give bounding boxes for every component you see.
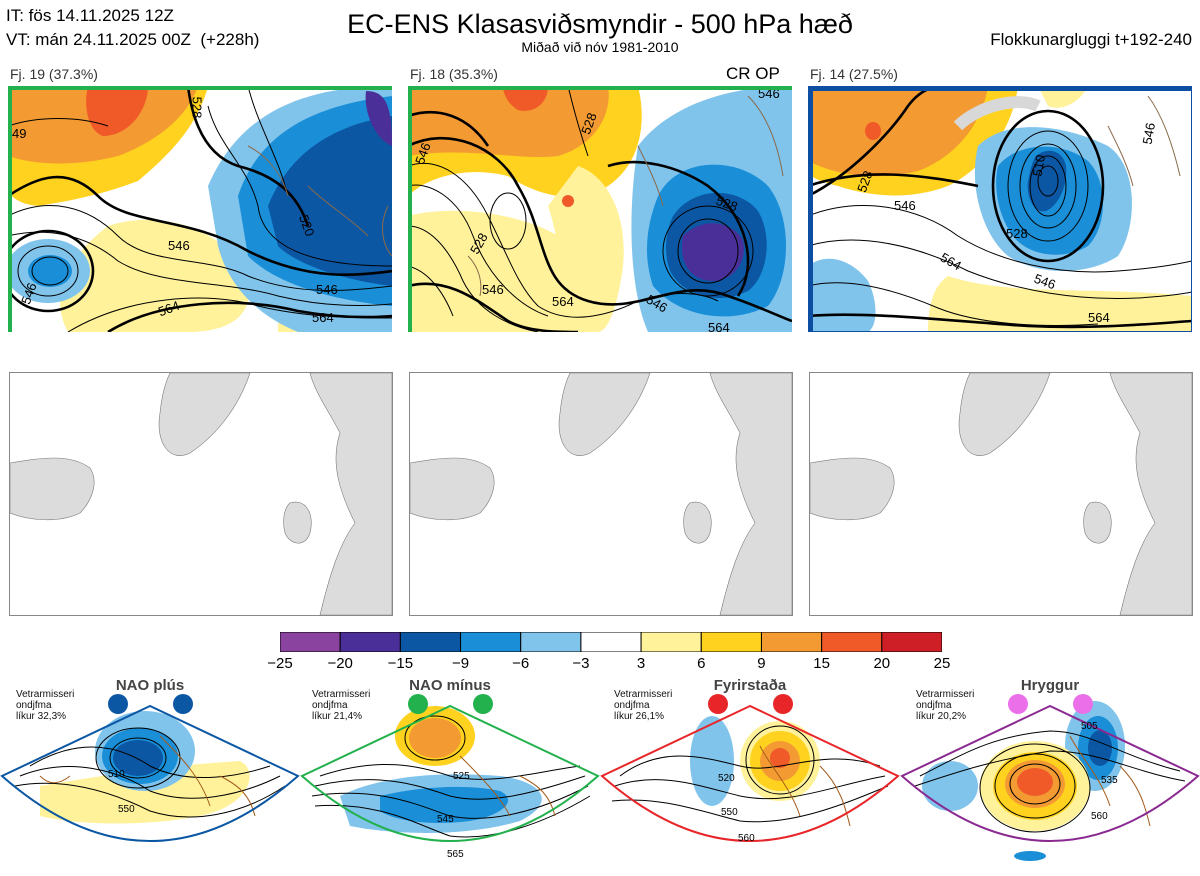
colorbar-swatch xyxy=(460,631,522,653)
contour-label: 546 xyxy=(168,238,190,253)
colorbar-swatch xyxy=(881,631,943,653)
colorbar-labels: −25 −20 −15 −9 −6 −3 3 6 9 15 20 25 xyxy=(267,655,950,675)
colorbar-tick-label: 6 xyxy=(697,655,706,672)
colorbar xyxy=(279,631,943,653)
regime-row: NAO plús NAO mínus Fyrirstaða Hryggur Ve… xyxy=(0,676,1200,871)
colorbar-tick-label: −25 xyxy=(267,655,293,672)
colorbar-swatch xyxy=(700,631,762,653)
colorbar-tick-label: 25 xyxy=(933,655,951,672)
regime-contour-label: 510 xyxy=(108,769,125,780)
regime-contour-label: 505 xyxy=(1081,721,1098,732)
cluster-map-3: 510 528 546 528 564 546 564 546 xyxy=(808,86,1192,332)
colorbar-swatch xyxy=(279,631,341,653)
regime-name-2: NAO mínus xyxy=(409,677,491,694)
empty-map-2 xyxy=(409,372,793,616)
contour-label: 546 xyxy=(316,282,338,297)
contour-label: 546 xyxy=(894,198,916,213)
regime-contour-label: 560 xyxy=(1091,811,1108,822)
colorbar-tick-label: −9 xyxy=(451,655,470,672)
contour-label: 528 xyxy=(1006,226,1028,241)
regime-blocking-map xyxy=(600,694,900,842)
regime-nao-minus-map xyxy=(300,694,600,842)
colorbar-tick-label: 9 xyxy=(757,655,766,672)
panel-2-label: Fj. 18 (35.3%) xyxy=(410,66,498,82)
regime-contour-label: 550 xyxy=(721,807,738,818)
regime-nao-plus-map xyxy=(0,694,300,842)
page-title: EC-ENS Klasasviðsmyndir - 500 hPa hæð xyxy=(347,9,853,39)
regime-note-4: Vetrarmisseri ondjfma líkur 20,2% xyxy=(916,689,975,722)
regime-contour-label: 535 xyxy=(1101,775,1118,786)
colorbar-swatch xyxy=(399,631,462,653)
panel-3-label: Fj. 14 (27.5%) xyxy=(810,66,898,82)
contour-label: 564 xyxy=(708,320,730,332)
empty-map-1 xyxy=(9,372,393,616)
contour-label: 49 xyxy=(12,126,27,141)
colorbar-swatch xyxy=(339,631,401,653)
regime-note-1: Vetrarmisseri ondjfma líkur 32,3% xyxy=(16,689,75,722)
regime-name-1: NAO plús xyxy=(115,677,185,694)
classification-window: Flokkunargluggi t+192-240 xyxy=(990,30,1192,49)
regime-name-3: Fyrirstaða xyxy=(713,677,787,694)
colorbar-swatch xyxy=(520,631,582,653)
regime-note-3: Vetrarmisseri ondjfma líkur 26,1% xyxy=(614,689,673,722)
valid-time: VT: mán 24.11.2025 00Z (+228h) xyxy=(6,30,260,49)
cluster-map-2: 546 528 528 546 564 546 564 546 528 xyxy=(408,86,792,332)
contour-label: 564 xyxy=(552,294,574,309)
regime-contour-label: 520 xyxy=(718,773,735,784)
cluster-map-1: 49 528 546 546 546 564 564 520 xyxy=(8,86,392,332)
panel-3-border xyxy=(808,86,1192,332)
contour-label: 564 xyxy=(312,310,334,325)
panel-1-label: Fj. 19 (37.3%) xyxy=(10,66,98,82)
colorbar-tick-label: −3 xyxy=(572,655,590,672)
colorbar-tick-label: 15 xyxy=(813,655,830,672)
colorbar-tick-label: −15 xyxy=(387,655,414,672)
colorbar-tick-label: −20 xyxy=(327,655,353,672)
contour-label: 546 xyxy=(482,282,504,297)
panel-2-border xyxy=(408,86,792,332)
regime-contour-label: 525 xyxy=(453,771,470,782)
panel-2-tag: CR OP xyxy=(726,64,780,83)
contour-label: 564 xyxy=(1088,310,1110,325)
regime-contour-label: 560 xyxy=(738,833,755,844)
regime-contour-label: 565 xyxy=(447,849,464,860)
panel-1-border xyxy=(8,86,392,332)
regime-ridge-map xyxy=(900,694,1200,861)
issue-time: IT: fös 14.11.2025 12Z xyxy=(6,6,174,25)
colorbar-tick-label: −6 xyxy=(512,655,530,672)
colorbar-tick-label: 20 xyxy=(873,655,891,672)
regime-contour-label: 545 xyxy=(437,814,454,825)
regime-note-2: Vetrarmisseri ondjfma líkur 21,4% xyxy=(312,689,371,722)
regime-contour-label: 550 xyxy=(118,804,135,815)
page-subtitle: Miðað við nóv 1981-2010 xyxy=(521,39,679,55)
colorbar-swatch xyxy=(580,631,642,653)
colorbar-swatch xyxy=(821,631,883,653)
regime-name-4: Hryggur xyxy=(1020,677,1080,694)
empty-map-3 xyxy=(809,372,1193,616)
colorbar-swatch xyxy=(640,631,702,653)
colorbar-tick-label: 3 xyxy=(636,655,646,672)
colorbar-swatch xyxy=(760,631,823,653)
